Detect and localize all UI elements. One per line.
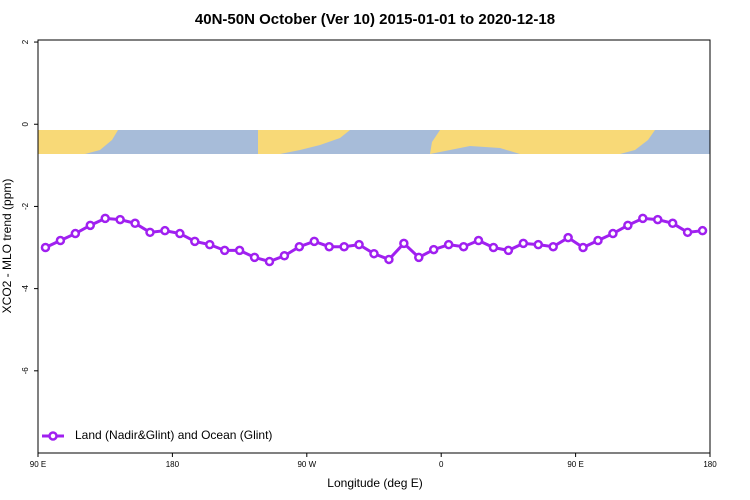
point [578,242,588,253]
y-tick-label: 0 [21,121,30,126]
y-tick-label: -6 [21,367,30,375]
point [652,214,663,225]
land [38,130,118,154]
y-tick-label: -2 [21,202,30,210]
x-tick-label: 90 E [30,460,46,469]
point [55,235,66,246]
x-tick-label: 90 E [567,460,583,469]
x-tick-label: 180 [703,460,717,469]
point [85,220,96,231]
point [115,214,125,225]
land [430,130,655,154]
x-tick-label: 90 W [297,460,316,469]
point [593,235,603,246]
point [354,239,364,250]
legend-marker [48,431,58,441]
point [294,241,305,252]
point [279,250,290,261]
point [70,228,81,239]
chart-title: 40N-50N October (Ver 10) 2015-01-01 to 2… [195,11,555,28]
point [234,245,245,256]
point [100,213,110,224]
point [175,228,185,239]
point [533,239,544,250]
point [339,241,349,252]
point [458,241,469,252]
point [204,239,215,250]
point [384,254,394,265]
point [219,245,230,256]
point [623,220,633,231]
point [503,245,514,256]
point [443,239,454,250]
point [40,242,51,253]
plot-frame [37,39,711,454]
point [190,236,200,247]
point [563,232,573,243]
point [324,241,334,252]
point [518,238,529,249]
point [697,225,708,236]
x-axis-title: Longitude (deg E) [327,476,422,490]
x-tick-label: 180 [166,460,180,469]
y-tick-label: -4 [21,285,30,293]
map-band [38,130,710,154]
legend-label: Land (Nadir&Glint) and Ocean (Glint) [75,428,272,442]
point [638,213,648,224]
point [667,218,678,229]
point [414,252,424,263]
point [264,256,275,267]
point [309,236,320,247]
x-tick-label: 0 [439,460,444,469]
point [548,241,558,252]
point [428,244,439,255]
point [682,227,693,238]
point [249,252,260,263]
point [130,218,140,229]
y-axis-title: XCO2 - MLO trend (ppm) [0,179,14,314]
point [608,228,618,239]
point [488,242,499,253]
point [145,227,155,238]
point [473,235,484,246]
land [258,130,350,154]
point [160,225,170,236]
point [369,248,379,259]
y-tick-label: 2 [21,39,30,44]
point [399,238,409,249]
